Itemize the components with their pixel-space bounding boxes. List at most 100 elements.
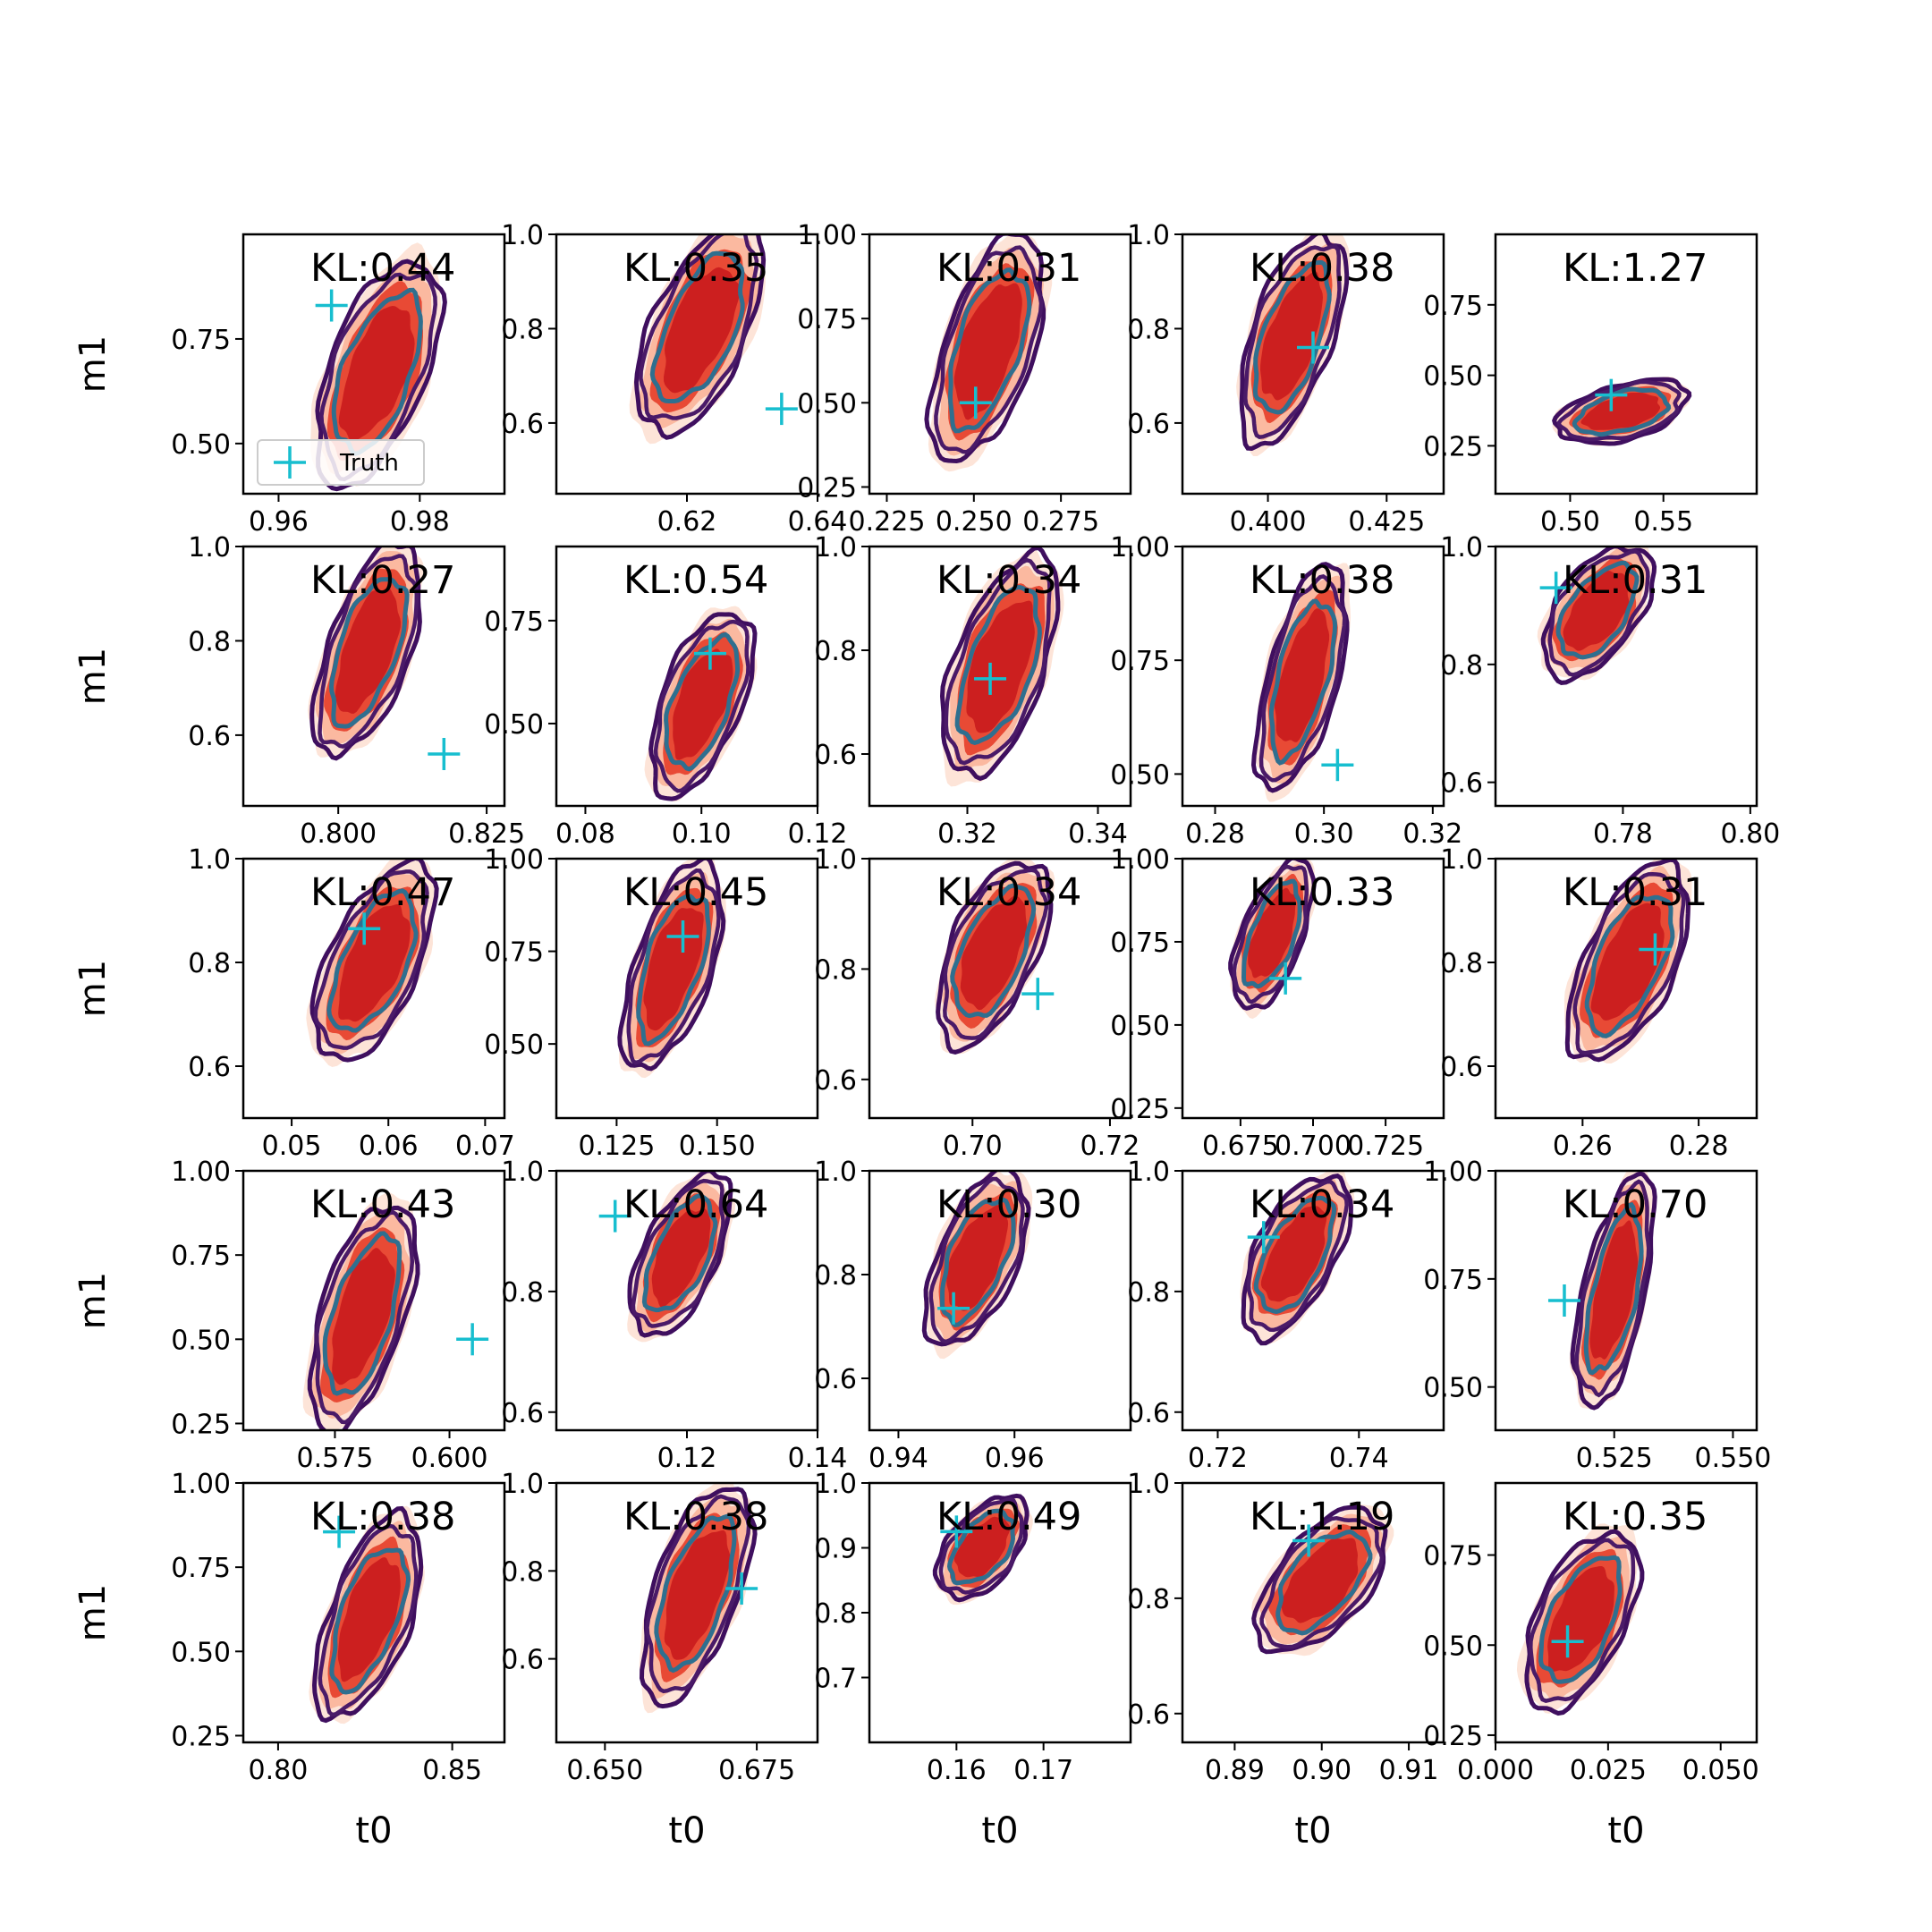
x-tick-label: 0.70 xyxy=(943,1131,1003,1162)
inner-contour xyxy=(940,1197,1016,1328)
panel-21: 0.80 0.85 0.25 0.50 0.75 1.00 KL:0.38 m1 t0 xyxy=(72,1469,506,1852)
x-tick-label: 0.89 xyxy=(1205,1755,1265,1786)
axes-frame xyxy=(1181,233,1445,496)
y-tick-label: 0.25 xyxy=(1423,1721,1483,1752)
density-fill-dark xyxy=(1260,271,1323,401)
y-tick-label: 0.75 xyxy=(1110,646,1170,677)
contour-area xyxy=(1516,1523,1645,1716)
inner-contour xyxy=(326,888,419,1033)
kl-annotation: KL:0.43 xyxy=(310,1182,455,1227)
contour-area xyxy=(1569,1171,1657,1411)
y-tick-label: 0.25 xyxy=(171,1721,231,1752)
density-fill-dark xyxy=(673,648,733,760)
y-tick-label: 0.8 xyxy=(1440,948,1483,979)
inner-contour xyxy=(1268,598,1338,766)
kl-annotation: KL:0.27 xyxy=(310,558,455,603)
y-tick-label: 0.25 xyxy=(797,472,857,504)
x-tick-label: 0.72 xyxy=(1080,1131,1140,1162)
axes-frame xyxy=(868,545,1132,808)
kl-annotation: KL:0.54 xyxy=(623,558,768,603)
density-fill-dark xyxy=(1590,902,1665,1021)
outer-contour-2 xyxy=(1564,859,1690,1063)
axes-frame xyxy=(1494,857,1758,1120)
inner-contour xyxy=(1275,1530,1373,1636)
x-tick-label: 0.17 xyxy=(1013,1755,1073,1786)
y-tick-label: 1.0 xyxy=(1440,844,1483,876)
panel-10: 0.78 0.80 0.6 0.8 1.0 KL:0.31 xyxy=(1440,532,1780,850)
x-tick-label: 0.12 xyxy=(657,1443,717,1474)
outer-contour-1 xyxy=(938,1496,1024,1595)
outer-contour-2 xyxy=(627,1171,733,1338)
y-tick-label: 0.75 xyxy=(171,1553,231,1584)
outer-contour-1 xyxy=(1547,549,1650,677)
x-tick-label: 0.74 xyxy=(1329,1443,1389,1474)
density-fill-dark xyxy=(643,908,704,1031)
inner-contour xyxy=(322,1231,402,1396)
outer-contour-1 xyxy=(318,1523,419,1717)
panel-2: 0.62 0.64 0.6 0.8 1.0 KL:0.35 xyxy=(501,220,847,538)
outer-contour-1 xyxy=(1232,864,1309,1004)
kl-annotation: KL:0.47 xyxy=(310,870,455,915)
y-tick-label: 0.6 xyxy=(188,721,231,752)
contour-area xyxy=(306,859,439,1067)
truth-marker xyxy=(598,1199,631,1233)
x-tick-label: 0.62 xyxy=(657,506,717,538)
truth-marker xyxy=(1551,1625,1584,1658)
y-tick-label: 0.8 xyxy=(814,636,857,667)
x-tick-label: 0.55 xyxy=(1633,506,1693,538)
outer-contour-1 xyxy=(1258,573,1347,783)
axes-frame xyxy=(1181,1481,1445,1744)
truth-marker xyxy=(974,662,1007,695)
x-tick-label: 0.26 xyxy=(1553,1131,1613,1162)
contour-area xyxy=(1240,1171,1355,1346)
outer-contour-1 xyxy=(318,554,419,749)
x-tick-label: 0.225 xyxy=(849,506,926,538)
x-tick-label: 0.525 xyxy=(1576,1443,1653,1474)
x-tick-label: 0.80 xyxy=(249,1755,309,1786)
density-fill-dark xyxy=(1580,393,1661,430)
outer-contour-1 xyxy=(1243,244,1342,440)
contour-area xyxy=(1251,1504,1394,1657)
axes-frame xyxy=(868,857,1132,1120)
truth-marker xyxy=(1639,933,1672,966)
panel-16: 0.575 0.600 0.25 0.50 0.75 1.00 KL:0.43 m1 xyxy=(72,1157,506,1474)
panel-11: 0.05 0.06 0.07 0.6 0.8 1.0 KL:0.47 m1 xyxy=(72,844,515,1162)
outer-contour-1 xyxy=(1556,379,1682,442)
inner-contour xyxy=(954,584,1042,746)
outer-contour-2 xyxy=(309,547,422,761)
outer-contour-2 xyxy=(1552,377,1692,446)
kl-annotation: KL:0.38 xyxy=(1250,558,1394,603)
x-tick-label: 0.150 xyxy=(679,1131,756,1162)
kl-annotation: KL:0.31 xyxy=(1563,558,1707,603)
truth-marker xyxy=(937,1292,970,1325)
x-tick-label: 0.425 xyxy=(1348,506,1425,538)
density-fill-dark xyxy=(338,903,411,1022)
axes-frame xyxy=(555,1481,819,1744)
y-tick-label: 0.50 xyxy=(171,1637,231,1668)
x-tick-label: 0.28 xyxy=(1669,1131,1729,1162)
y-tick-label: 0.8 xyxy=(501,314,544,345)
density-fill-dark xyxy=(1589,1220,1639,1360)
y-tick-label: 1.0 xyxy=(1127,1157,1170,1188)
y-tick-label: 0.8 xyxy=(1127,1584,1170,1615)
y-tick-label: 0.75 xyxy=(1423,1265,1483,1296)
y-tick-label: 0.50 xyxy=(1423,361,1483,393)
y-tick-label: 1.0 xyxy=(188,532,231,564)
y-tick-label: 0.8 xyxy=(501,1277,544,1309)
kl-annotation: KL:1.19 xyxy=(1250,1495,1394,1539)
x-tick-label: 0.050 xyxy=(1682,1755,1759,1786)
truth-marker xyxy=(323,1515,356,1548)
inner-contour xyxy=(1253,1195,1337,1314)
x-tick-label: 0.700 xyxy=(1275,1131,1352,1162)
inner-contour xyxy=(947,267,1032,434)
x-tick-label: 0.90 xyxy=(1292,1755,1352,1786)
density-fill-dark xyxy=(1281,1538,1359,1623)
y-tick-label: 0.50 xyxy=(171,1325,231,1356)
y-tick-label: 0.50 xyxy=(484,709,544,741)
outer-contour-2 xyxy=(921,1171,1031,1347)
axes-frame xyxy=(242,857,506,1120)
kl-annotation: KL:0.35 xyxy=(1563,1495,1707,1539)
truth-marker xyxy=(1547,1284,1580,1317)
